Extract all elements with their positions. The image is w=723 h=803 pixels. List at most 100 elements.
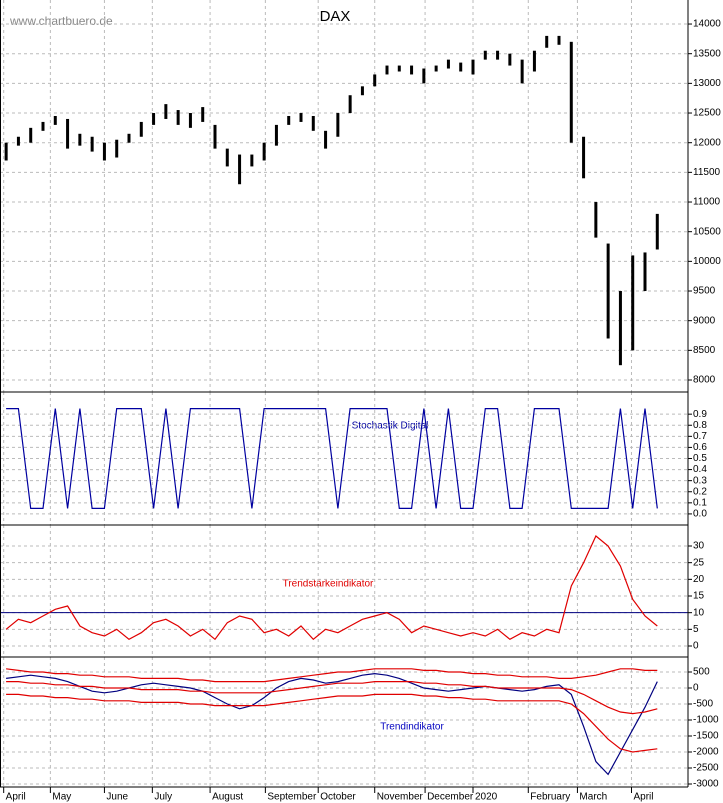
price-bar (53, 115, 57, 125)
price-bar (373, 74, 377, 87)
y-tick-label: 10500 (693, 226, 721, 237)
x-tick-label: September (267, 792, 317, 803)
x-tick-label: April (633, 792, 653, 803)
price-bar (262, 142, 266, 161)
y-tick-label: 500 (693, 667, 710, 678)
x-tick-label: April (6, 792, 26, 803)
y-tick-label: 0.7 (693, 431, 707, 442)
price-bar (631, 255, 635, 351)
y-tick-label: -2000 (693, 747, 719, 758)
y-tick-label: 8000 (693, 375, 716, 386)
y-tick-label: 0.1 (693, 497, 707, 508)
series-line (6, 681, 658, 715)
price-bar (618, 291, 622, 366)
series-line (6, 668, 658, 683)
price-bar (201, 107, 205, 122)
price-bar (324, 130, 328, 149)
y-tick-label: -1000 (693, 715, 719, 726)
price-bar (532, 50, 536, 72)
y-tick-label: -2500 (693, 763, 719, 774)
y-tick-label: 5 (693, 624, 699, 635)
price-bar (299, 113, 303, 122)
y-tick-label: 9500 (693, 286, 716, 297)
chart-title: DAX (320, 8, 351, 25)
price-bar (4, 142, 8, 161)
y-tick-label: 20 (693, 574, 705, 585)
price-bar (102, 142, 106, 161)
price-bar (643, 252, 647, 292)
price-bar (238, 154, 242, 185)
y-tick-label: 0.2 (693, 486, 707, 497)
y-tick-label: 12500 (693, 108, 721, 119)
x-tick-label: October (320, 792, 356, 803)
y-tick-label: 8500 (693, 345, 716, 356)
price-bar (287, 115, 291, 125)
price-bar (360, 86, 364, 96)
price-bar (250, 154, 254, 167)
y-tick-label: 0.5 (693, 453, 707, 464)
price-bar (508, 53, 512, 66)
price-bar (569, 41, 573, 143)
y-tick-label: -1500 (693, 731, 719, 742)
price-bar (188, 113, 192, 128)
price-bar (606, 243, 610, 339)
y-tick-label: 0.8 (693, 420, 707, 431)
series-line (6, 672, 658, 776)
y-tick-label: 25 (693, 557, 705, 568)
price-bar (520, 59, 524, 84)
price-bar (139, 121, 143, 137)
y-tick-label: 30 (693, 541, 705, 552)
x-tick-label: July (154, 792, 172, 803)
price-bar (397, 65, 401, 72)
price-bar (496, 50, 500, 60)
price-bar (176, 110, 180, 125)
price-bar (557, 35, 561, 45)
price-bar (545, 35, 549, 48)
price-bar (336, 113, 340, 137)
y-tick-label: 0 (693, 683, 699, 694)
x-tick-label: March (579, 792, 607, 803)
y-tick-label: 14000 (693, 19, 721, 30)
price-bar (66, 118, 70, 149)
price-bar (225, 148, 229, 167)
x-tick-label: December (427, 792, 474, 803)
y-tick-label: 15 (693, 591, 705, 602)
y-tick-label: 11000 (693, 197, 721, 208)
price-bar (446, 59, 450, 69)
panel-label: Trendstärkeindikator (283, 579, 374, 590)
y-tick-label: 12000 (693, 137, 721, 148)
y-tick-label: 9000 (693, 315, 716, 326)
panel-label: Trendindikator (380, 722, 444, 733)
price-bar (90, 136, 94, 152)
price-bar (410, 65, 414, 75)
x-tick-label: February (530, 792, 570, 803)
price-bar (385, 65, 389, 75)
price-bar (78, 133, 82, 146)
price-bar (29, 127, 33, 143)
y-tick-label: 11500 (693, 167, 721, 178)
price-bar (127, 133, 131, 143)
x-tick-label: May (52, 792, 71, 803)
y-tick-label: 13500 (693, 48, 721, 59)
y-tick-label: -3000 (693, 779, 719, 790)
panel-label: Stochastik Digital (352, 421, 429, 432)
x-tick-label: 2020 (475, 792, 498, 803)
price-bar (16, 136, 20, 146)
price-bar (594, 202, 598, 238)
price-bar (483, 50, 487, 60)
price-bar (422, 68, 426, 84)
y-tick-label: 0.9 (693, 409, 707, 420)
price-bar (348, 95, 352, 114)
price-bar (41, 121, 45, 131)
price-bar (115, 139, 119, 158)
y-tick-label: 10000 (693, 256, 721, 267)
price-bar (152, 113, 156, 125)
y-tick-label: -500 (693, 699, 713, 710)
x-tick-label: November (377, 792, 424, 803)
y-tick-label: 0.6 (693, 442, 707, 453)
y-tick-label: 0.4 (693, 464, 707, 475)
series-line (5, 535, 658, 641)
x-tick-label: August (212, 792, 243, 803)
price-bar (434, 65, 438, 72)
